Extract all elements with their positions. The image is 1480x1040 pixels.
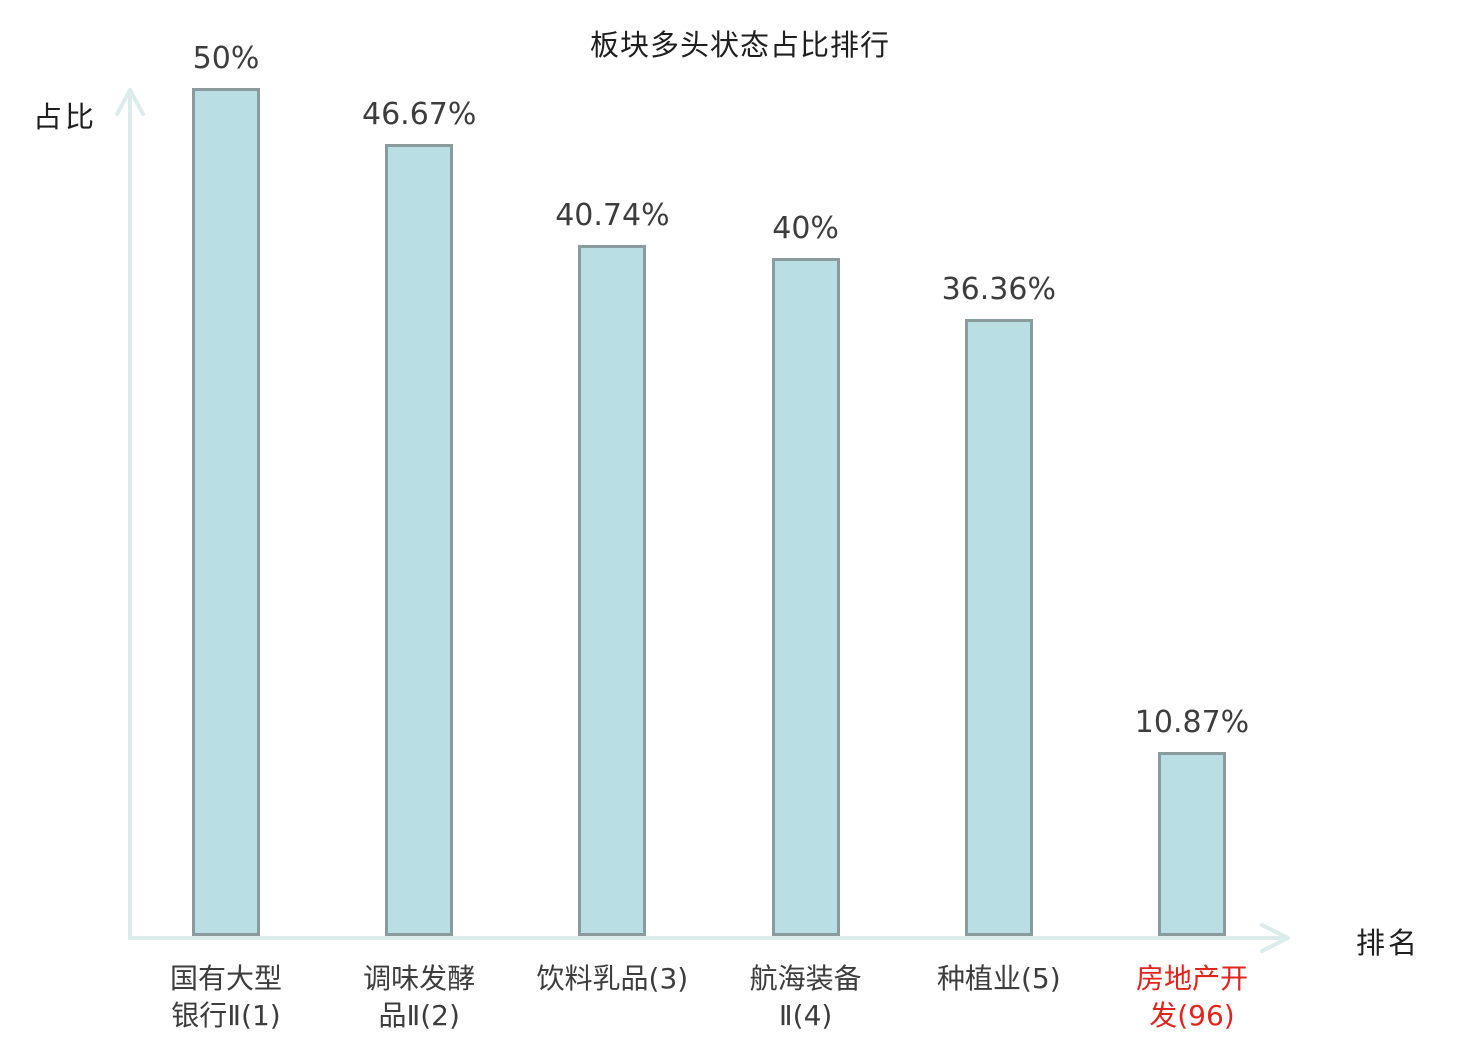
bar-value-label: 10.87% [1134, 705, 1250, 740]
category-label: 种植业(5) [936, 962, 1061, 995]
bar [964, 319, 1033, 936]
y-axis-label: 占比 [33, 100, 98, 134]
bar [385, 144, 454, 936]
chart-title: 板块多头状态占比排行 [589, 28, 890, 62]
y-axis-arrow-icon [115, 88, 145, 116]
bar [578, 245, 647, 936]
bar-value-label: 40% [772, 211, 839, 246]
bar [192, 88, 260, 936]
bar-value-label: 46.67% [361, 97, 477, 132]
x-axis-arrow-icon [1260, 923, 1290, 953]
category-label: 房地产开 发(96) [1135, 962, 1248, 1032]
category-label: 航海装备 Ⅱ(4) [749, 962, 862, 1032]
bar-value-label: 36.36% [941, 272, 1056, 307]
bar [771, 258, 840, 936]
category-label: 国有大型 银行Ⅱ(1) [169, 962, 282, 1032]
bar-value-label: 40.74% [555, 198, 670, 233]
bar [1158, 752, 1226, 936]
category-label: 饮料乳品(3) [536, 962, 689, 995]
x-axis-label: 排名 [1356, 926, 1421, 960]
bar-value-label: 50% [192, 41, 260, 76]
category-label: 调味发酵 品Ⅱ(2) [363, 962, 476, 1032]
